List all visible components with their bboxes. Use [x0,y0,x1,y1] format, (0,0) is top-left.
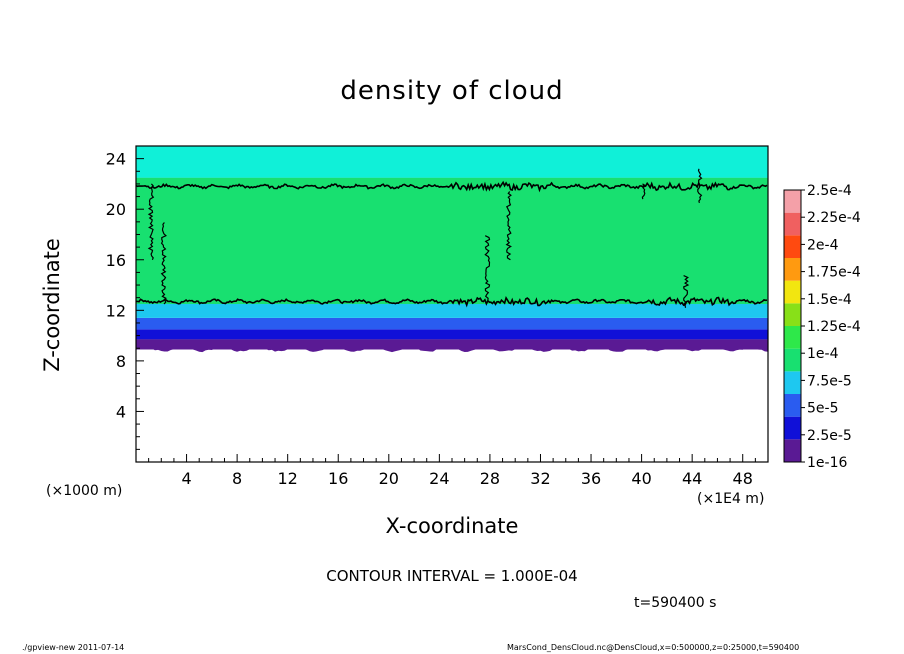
chart-title: density of cloud [340,76,564,106]
contour-interval: CONTOUR INTERVAL = 1.000E-04 [326,567,578,585]
y-tick-label: 4 [116,402,126,421]
y-tick-label: 12 [106,301,126,320]
colorbar-swatch [784,371,801,394]
contour-streak-5 [697,168,703,204]
x-tick-label: 12 [278,469,298,488]
time-label: t=590400 s [634,595,717,611]
y-tick-label: 16 [106,251,126,270]
colorbar-label: 1.25e-4 [807,319,861,335]
x-tick-label: 20 [379,469,399,488]
x-tick-label: 32 [530,469,550,488]
x-unit-left: (×1000 m) [46,483,123,499]
x-tick-label: 36 [581,469,601,488]
contour-streak-1 [160,222,167,305]
colorbar-swatch [784,190,801,213]
colorbar-label: 2.25e-4 [807,210,861,226]
field-bottom-edge [136,339,768,353]
y-tick-label: 8 [116,352,126,371]
colorbar-swatch [784,212,801,236]
colorbar-label: 7.5e-5 [807,373,852,389]
contour-streak-2 [484,235,491,301]
contour-line-1 [135,180,768,193]
contour-streak-6 [641,183,647,200]
x-tick-label: 24 [429,469,449,488]
colorbar-swatch [784,394,801,417]
contour-streak-3 [505,191,512,261]
x-axis-label: X-coordinate [385,514,519,538]
colorbar-swatch [784,280,801,304]
colorbar-label: 5e-5 [807,401,838,417]
colorbar-label: 2.5e-4 [807,183,852,199]
colorbar-swatch [784,326,801,349]
footer-left: ./gpview-new 2011-07-14 [22,643,125,652]
colorbar-swatch [784,348,801,372]
footer-right: MarsCond_DensCloud.nc@DensCloud,x=0:5000… [507,643,800,652]
field-layer-2 [136,317,768,330]
x-tick-label: 44 [682,469,702,488]
x-tick-label: 48 [733,469,753,488]
field-top-band [136,146,768,178]
colorbar-label: 1.5e-4 [807,292,852,308]
colorbar-label: 1.75e-4 [807,265,861,281]
colorbar-label: 1e-16 [807,455,847,471]
x-tick-label: 28 [480,469,500,488]
colorbar: 1e-16 2.5e-5 5e-5 7.5e-5 1e-4 1.25e-4 1.5e-4 1.… [783,183,861,471]
contour-streak-4 [683,275,690,308]
field-layer-1 [136,329,768,340]
x-tick-label: 16 [328,469,348,488]
x-unit-right: (×1E4 m) [697,491,765,507]
colorbar-label: 2.5e-5 [807,428,852,444]
contour-layer [135,168,768,308]
contour-line-0 [136,295,768,308]
x-tick-label: 40 [631,469,651,488]
field-layer-3 [136,304,768,318]
y-tick-label: 20 [106,200,126,219]
x-tick-label: 8 [232,469,242,488]
colorbar-swatch [784,303,801,326]
colorbar-swatch [784,235,801,258]
contour-streak-0 [147,183,155,261]
field-layer [136,146,768,353]
colorbar-swatch [784,416,801,440]
colorbar-label: 2e-4 [807,237,839,253]
colorbar-label: 1e-4 [807,346,839,362]
y-tick-label: 24 [106,150,126,169]
colorbar-swatch [784,439,801,462]
field-layer-4 [136,177,768,304]
colorbar-swatch [784,258,801,281]
x-tick-label: 4 [181,469,191,488]
